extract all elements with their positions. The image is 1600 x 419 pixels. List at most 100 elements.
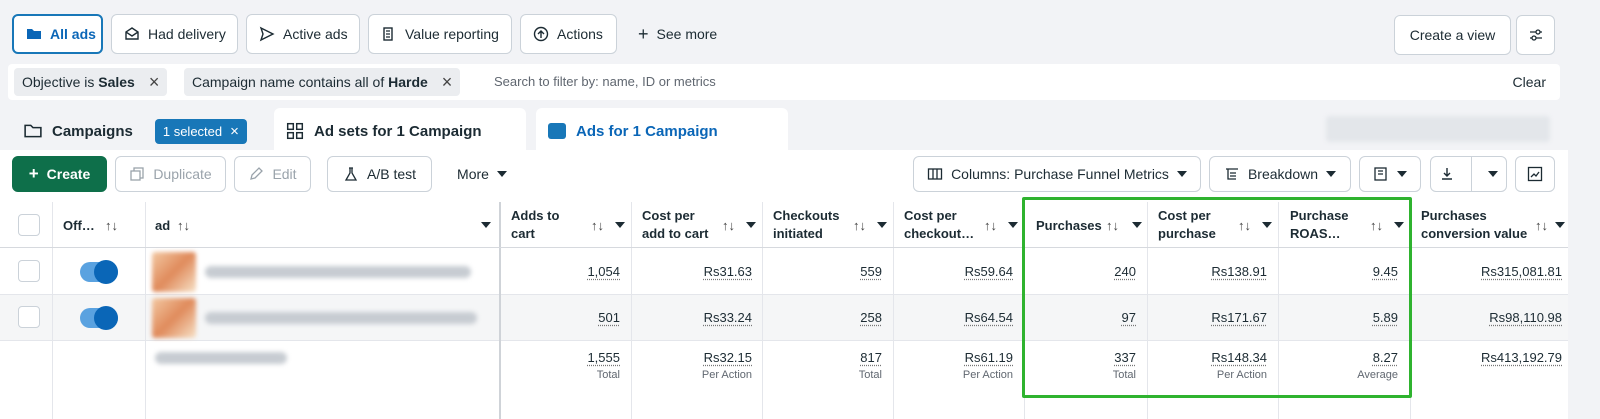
- caret-down-icon[interactable]: [1132, 222, 1142, 228]
- ad-toggle[interactable]: [80, 306, 118, 330]
- header-adds-to-cart[interactable]: Adds to cart ↑↓: [511, 202, 629, 248]
- sort-icon[interactable]: ↑↓: [1535, 217, 1548, 233]
- charts-button[interactable]: [1515, 156, 1555, 192]
- caret-down-icon[interactable]: [746, 222, 756, 228]
- cell-cost-per-purchase[interactable]: Rs171.67: [1211, 310, 1267, 325]
- cell-checkouts[interactable]: 559: [860, 264, 882, 279]
- caret-down-icon[interactable]: [1394, 222, 1404, 228]
- close-icon[interactable]: ×: [441, 72, 453, 92]
- scrollbar-area[interactable]: [1568, 0, 1600, 419]
- sort-icon[interactable]: ↑↓: [984, 217, 997, 233]
- cell-purchases[interactable]: 97: [1121, 310, 1136, 325]
- duplicate-icon: [130, 167, 144, 181]
- more-button[interactable]: More: [444, 156, 520, 192]
- header-cost-per-purchase[interactable]: Cost per purchase ↑↓: [1158, 202, 1276, 248]
- column-divider: [145, 202, 146, 419]
- filter-chip-objective[interactable]: Objective is Sales ×: [14, 68, 168, 96]
- column-divider: [499, 202, 501, 419]
- ab-test-button[interactable]: A/B test: [327, 156, 432, 192]
- cell-adds-to-cart[interactable]: 501: [598, 310, 620, 325]
- see-more-button[interactable]: + See more: [638, 23, 718, 44]
- header-off[interactable]: Off… ↑↓: [63, 217, 118, 233]
- columns-dropdown[interactable]: Columns: Purchase Funnel Metrics: [913, 156, 1201, 192]
- divider: [1471, 156, 1472, 192]
- total-label: Total: [1112, 369, 1136, 381]
- column-divider: [52, 202, 53, 419]
- view-all-ads-button[interactable]: All ads: [12, 14, 103, 54]
- ad-thumbnail[interactable]: [152, 298, 196, 338]
- cell-cost-per-purchase[interactable]: Rs138.91: [1211, 264, 1267, 279]
- header-purchases[interactable]: Purchases ↑↓: [1036, 202, 1146, 248]
- results-label: [155, 352, 287, 364]
- sort-icon[interactable]: ↑↓: [105, 217, 118, 233]
- ad-toggle[interactable]: [80, 260, 118, 284]
- cell-adds-to-cart[interactable]: 1,054: [587, 264, 620, 279]
- total-cost-per-checkout: Rs61.19: [964, 350, 1013, 365]
- sort-icon[interactable]: ↑↓: [591, 217, 604, 233]
- sort-icon[interactable]: ↑↓: [1370, 217, 1383, 233]
- date-range-picker[interactable]: [1326, 116, 1550, 142]
- cell-cost-per-add[interactable]: Rs31.63: [703, 264, 752, 279]
- reports-dropdown[interactable]: [1359, 156, 1421, 192]
- cell-purchases[interactable]: 240: [1114, 264, 1136, 279]
- cell-conversion-value[interactable]: Rs98,110.98: [1489, 310, 1562, 325]
- view-settings-button[interactable]: [1516, 15, 1555, 55]
- cell-roas[interactable]: 5.89: [1372, 310, 1398, 325]
- caret-down-icon[interactable]: [1262, 222, 1272, 228]
- cell-cost-per-add[interactable]: Rs33.24: [703, 310, 752, 325]
- header-purchases-conversion-value[interactable]: Purchases conversion value ↑↓: [1421, 202, 1567, 248]
- selected-badge[interactable]: 1 selected ×: [154, 118, 247, 144]
- sort-icon[interactable]: ↑↓: [722, 217, 735, 233]
- header-cost-per-checkout[interactable]: Cost per checkout… ↑↓: [904, 202, 1022, 248]
- cell-roas[interactable]: 9.45: [1372, 264, 1398, 279]
- row-checkbox[interactable]: [18, 306, 40, 328]
- toggle-knob: [94, 260, 118, 284]
- cell-conversion-value[interactable]: Rs315,081.81: [1481, 264, 1562, 279]
- caret-down-icon[interactable]: [481, 222, 491, 228]
- ad-name[interactable]: [205, 312, 477, 324]
- total-label: Average: [1357, 369, 1398, 381]
- export-dropdown[interactable]: [1430, 156, 1507, 192]
- header-ad[interactable]: ad ↑↓: [155, 202, 495, 248]
- sort-icon[interactable]: ↑↓: [1106, 217, 1119, 233]
- caret-down-icon[interactable]: [1008, 222, 1018, 228]
- header-cost-per-add[interactable]: Cost per add to cart ↑↓: [642, 202, 760, 248]
- caret-down-icon: [1176, 171, 1187, 177]
- view-active-ads-button[interactable]: Active ads: [246, 14, 360, 54]
- cell-checkouts[interactable]: 258: [860, 310, 882, 325]
- ad-thumbnail[interactable]: [152, 252, 196, 292]
- view-actions-button[interactable]: Actions: [520, 14, 617, 54]
- cell-cost-per-checkout[interactable]: Rs59.64: [964, 264, 1013, 279]
- caret-down-icon[interactable]: [877, 222, 887, 228]
- caret-down-icon[interactable]: [1555, 222, 1565, 228]
- create-button[interactable]: + Create: [12, 156, 107, 192]
- sort-icon[interactable]: ↑↓: [1238, 217, 1251, 233]
- header-purchase-roas[interactable]: Purchase ROAS… ↑↓: [1290, 202, 1408, 248]
- sort-icon[interactable]: ↑↓: [853, 217, 866, 233]
- total-cost-per-add: Rs32.15: [703, 350, 752, 365]
- caret-down-icon[interactable]: [615, 222, 625, 228]
- filter-chip-campaign-name[interactable]: Campaign name contains all of Harde ×: [184, 68, 461, 96]
- filter-search-input[interactable]: Search to filter by: name, ID or metrics: [494, 74, 716, 89]
- sort-icon[interactable]: ↑↓: [177, 217, 190, 233]
- create-view-button[interactable]: Create a view: [1394, 15, 1511, 55]
- tab-ads[interactable]: Ads for 1 Campaign: [536, 108, 788, 154]
- edit-button[interactable]: Edit: [234, 156, 311, 192]
- ad-name[interactable]: [205, 266, 471, 278]
- duplicate-button[interactable]: Duplicate: [115, 156, 226, 192]
- close-icon[interactable]: ×: [230, 122, 239, 140]
- view-value-reporting-button[interactable]: Value reporting: [368, 14, 512, 54]
- columns-icon: [927, 168, 943, 180]
- breakdown-dropdown[interactable]: Breakdown: [1209, 156, 1351, 192]
- cell-cost-per-checkout[interactable]: Rs64.54: [964, 310, 1013, 325]
- header-checkouts-initiated[interactable]: Checkouts initiated ↑↓: [773, 202, 891, 248]
- view-had-delivery-button[interactable]: Had delivery: [111, 14, 238, 54]
- clear-filters-button[interactable]: Clear: [1512, 74, 1546, 90]
- caret-down-icon: [1397, 171, 1407, 177]
- tab-ad-sets[interactable]: Ad sets for 1 Campaign: [274, 108, 526, 154]
- tab-campaigns[interactable]: Campaigns 1 selected ×: [12, 108, 266, 154]
- close-icon[interactable]: ×: [148, 72, 160, 92]
- row-checkbox[interactable]: [18, 260, 40, 282]
- total-cost-per-purchase: Rs148.34: [1211, 350, 1267, 365]
- select-all-checkbox[interactable]: [18, 214, 40, 236]
